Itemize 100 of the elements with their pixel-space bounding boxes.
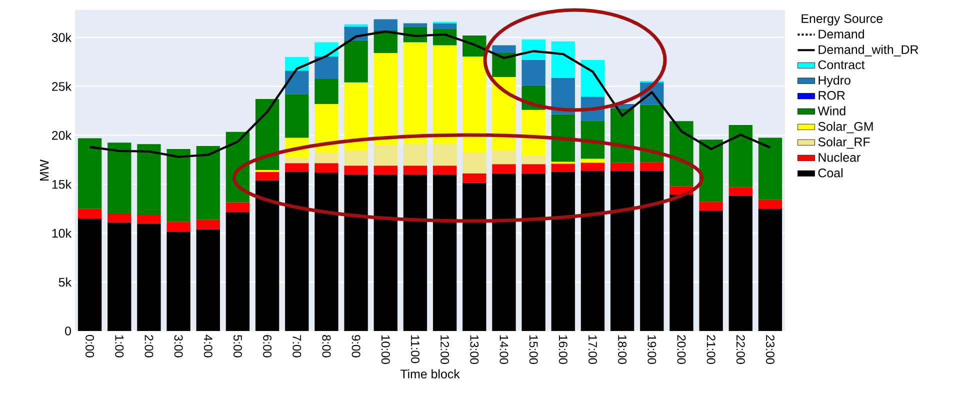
bar xyxy=(314,104,338,152)
bar xyxy=(344,82,368,150)
bar xyxy=(728,187,752,196)
x-tick-label: 20:00 xyxy=(677,335,686,364)
bar xyxy=(640,162,664,171)
x-tick-label: 9:00 xyxy=(352,335,360,358)
bar xyxy=(610,170,634,331)
x-tick-label: 12:00 xyxy=(440,335,450,364)
bar xyxy=(374,174,398,331)
x-tick-label: 21:00 xyxy=(706,335,716,364)
bar xyxy=(403,174,428,331)
bar xyxy=(374,53,398,146)
legend-label: Solar_GM xyxy=(818,122,873,134)
bar xyxy=(403,166,428,174)
bar xyxy=(314,172,338,331)
y-tick-label: 25k xyxy=(52,82,72,91)
bar xyxy=(728,196,752,331)
bar xyxy=(640,170,664,331)
x-tick-label: 22:00 xyxy=(736,335,745,364)
bar xyxy=(255,180,280,331)
legend-label: Demand xyxy=(818,29,864,38)
bar xyxy=(166,148,190,222)
bar xyxy=(580,60,605,97)
bar xyxy=(728,124,752,188)
legend-label: Solar_RF xyxy=(818,137,870,149)
bar xyxy=(137,223,161,331)
bar xyxy=(108,222,132,331)
bar xyxy=(432,45,457,144)
y-tick-label: 30k xyxy=(52,32,72,42)
bar xyxy=(344,24,368,27)
bar xyxy=(580,170,605,331)
bar xyxy=(699,210,723,331)
bar xyxy=(78,218,102,331)
y-tick-label: 0 xyxy=(65,326,71,336)
legend-label: Coal xyxy=(818,168,842,178)
bar xyxy=(403,23,428,27)
bar xyxy=(432,144,457,166)
bar xyxy=(670,121,694,186)
legend-label: Wind xyxy=(818,106,846,116)
bar xyxy=(640,104,664,162)
bar xyxy=(670,194,694,331)
x-axis-title: Time block xyxy=(400,369,460,378)
bar xyxy=(432,166,457,174)
bar xyxy=(196,229,220,331)
bar xyxy=(522,164,546,174)
bar xyxy=(374,145,398,166)
bar xyxy=(522,110,546,156)
x-tick-label: 8:00 xyxy=(322,335,331,358)
bar xyxy=(78,208,102,218)
bar xyxy=(522,156,546,164)
bar xyxy=(492,173,516,331)
bar xyxy=(255,172,280,180)
bar xyxy=(285,163,309,172)
bar xyxy=(758,138,782,200)
x-tick-label: 18:00 xyxy=(618,335,627,364)
legend-label: Contract xyxy=(818,60,865,70)
bar xyxy=(344,150,368,166)
x-tick-label: 11:00 xyxy=(410,335,420,364)
x-tick-label: 3:00 xyxy=(174,334,183,358)
bar xyxy=(551,41,575,78)
y-tick-label: 15k xyxy=(52,180,72,189)
bar xyxy=(285,172,309,331)
x-tick-label: 7:00 xyxy=(292,335,302,358)
x-tick-label: 0:00 xyxy=(86,334,94,358)
bar xyxy=(344,174,368,331)
x-tick-label: 4:00 xyxy=(204,334,212,358)
x-tick-label: 1:00 xyxy=(115,335,124,358)
bar xyxy=(522,60,546,86)
bar xyxy=(551,114,575,162)
bar xyxy=(492,53,516,78)
bar xyxy=(758,208,782,331)
x-tick-label: 5:00 xyxy=(233,335,242,358)
legend-label: Nuclear xyxy=(818,152,860,162)
bar xyxy=(492,164,516,174)
bar xyxy=(108,142,132,214)
y-tick-label: 5k xyxy=(58,277,72,287)
x-tick-label: 6:00 xyxy=(263,335,272,358)
bar xyxy=(196,220,220,230)
bar xyxy=(344,166,368,174)
bar xyxy=(403,144,428,166)
bar xyxy=(314,42,338,56)
bar xyxy=(580,120,605,159)
bar xyxy=(580,162,605,171)
x-tick-label: 13:00 xyxy=(470,335,479,364)
bar xyxy=(462,182,486,331)
line-series xyxy=(88,30,772,158)
bar xyxy=(314,56,338,79)
bar xyxy=(699,140,723,202)
x-tick-label: 23:00 xyxy=(766,335,774,364)
bar xyxy=(462,152,486,174)
bar xyxy=(344,40,368,82)
x-tick-label: 10:00 xyxy=(381,335,390,364)
bar xyxy=(137,215,161,224)
bar xyxy=(374,166,398,174)
legend-label: Hydro xyxy=(818,76,850,88)
legend-label: ROR xyxy=(818,91,845,100)
bar xyxy=(432,174,457,331)
x-tick-label: 17:00 xyxy=(588,335,597,364)
bar xyxy=(255,99,280,170)
bar xyxy=(285,94,309,138)
